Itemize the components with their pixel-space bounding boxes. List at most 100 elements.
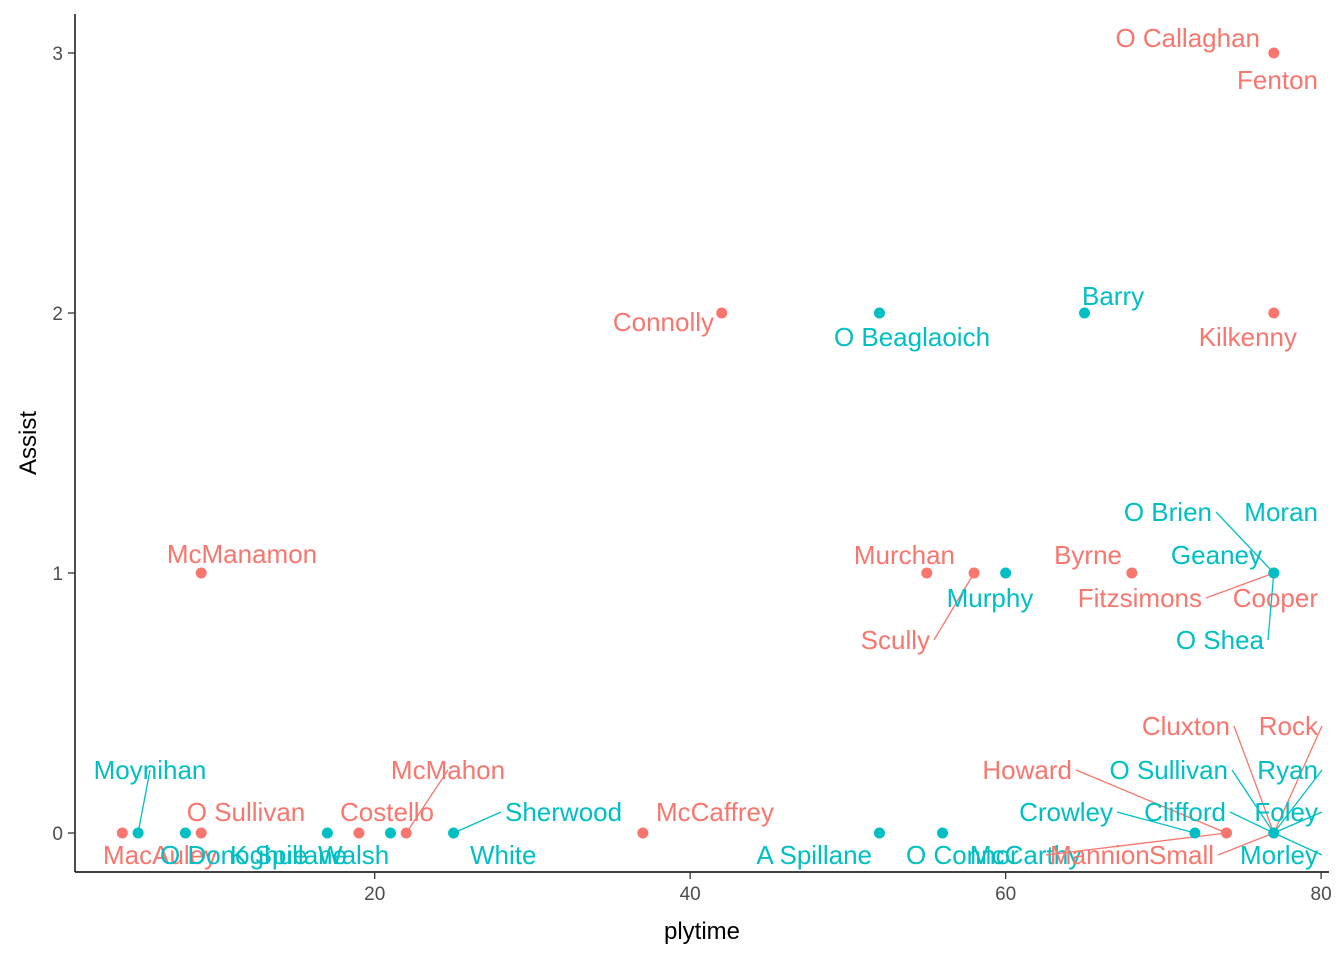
data-point [1268, 827, 1280, 839]
label-leader-line [1231, 769, 1275, 834]
point-label: Sherwood [505, 797, 622, 827]
label-leader-line [1215, 511, 1275, 574]
point-label: O Beaglaoich [834, 322, 990, 352]
data-point [921, 567, 933, 579]
point-label: Mannion [1050, 840, 1150, 870]
point-label: Geaney [1171, 540, 1262, 570]
y-tick-label: 2 [52, 304, 63, 325]
label-leader-line [1116, 811, 1196, 834]
label-leader-line [1075, 769, 1227, 834]
point-label: Small [1149, 840, 1214, 870]
point-label: Scully [861, 625, 930, 655]
data-point [1000, 567, 1012, 579]
point-label: Walsh [318, 840, 389, 870]
point-label: Cluxton [1142, 711, 1230, 741]
point-label: MacAuley [103, 840, 217, 870]
data-point [873, 307, 885, 319]
label-leader-line [1229, 811, 1275, 834]
point-label: O Sullivan [1110, 755, 1229, 785]
data-point [637, 827, 649, 839]
point-label: Barry [1082, 281, 1144, 311]
data-point [321, 827, 333, 839]
data-point [873, 827, 885, 839]
point-label: K Spillane [230, 840, 347, 870]
point-label: Costello [340, 797, 434, 827]
data-point [384, 827, 396, 839]
data-point [1079, 307, 1091, 319]
data-point [195, 567, 207, 579]
point-label: Murphy [947, 583, 1034, 613]
axis-ticks: 20 40 60 80 0 1 2 3 [52, 44, 1331, 905]
label-leader-line [1273, 725, 1323, 834]
point-label: Fenton [1237, 65, 1318, 95]
y-tick-label: 3 [52, 44, 63, 65]
point-label: Clifford [1144, 797, 1226, 827]
label-leader-line [453, 811, 502, 834]
label-leader-line [1233, 725, 1275, 834]
point-labels: O Callaghan Fenton Connolly O Beaglaoich Bar… [94, 23, 1323, 870]
x-tick-label: 60 [995, 884, 1016, 905]
point-label: A Spillane [756, 840, 872, 870]
point-label: Murchan [854, 540, 955, 570]
point-label: Crowley [1019, 797, 1113, 827]
label-leader-line [1273, 769, 1323, 834]
data-point [1268, 47, 1280, 59]
x-tick-label: 40 [680, 884, 701, 905]
label-leader-line [1217, 832, 1275, 856]
data-point [195, 827, 207, 839]
point-label: Howard [982, 755, 1072, 785]
data-point [716, 307, 728, 319]
data-point [1268, 567, 1280, 579]
point-label: O Brien [1124, 497, 1212, 527]
data-point [400, 827, 412, 839]
point-label: O Shea [1176, 625, 1265, 655]
point-label: Kilkenny [1199, 322, 1297, 352]
point-label: Foley [1254, 797, 1318, 827]
data-point [116, 827, 128, 839]
point-label: McCaffrey [656, 797, 774, 827]
label-leader-line [137, 769, 151, 834]
point-label: O Callaghan [1115, 23, 1260, 53]
point-label: White [470, 840, 536, 870]
data-point [1189, 827, 1201, 839]
point-label: O Connor [906, 840, 1019, 870]
data-point [937, 827, 949, 839]
label-leader-line [1273, 811, 1323, 834]
point-label: Connolly [613, 307, 714, 337]
label-leader-line [1205, 572, 1275, 599]
y-tick-label: 0 [52, 824, 63, 845]
point-label: Moynihan [94, 755, 207, 785]
data-points [116, 47, 1280, 839]
data-point [1220, 827, 1232, 839]
x-tick-label: 80 [1311, 884, 1332, 905]
data-point [448, 827, 460, 839]
point-label: Rock [1259, 711, 1319, 741]
data-point [1126, 567, 1138, 579]
point-label: O Sullivan [187, 797, 306, 827]
y-tick-label: 1 [52, 564, 63, 585]
data-point [132, 827, 144, 839]
y-axis-title: Assist [15, 411, 42, 475]
axes [74, 14, 1329, 873]
point-label: McCarthy [970, 840, 1081, 870]
data-point [353, 827, 365, 839]
point-label: Ryan [1257, 755, 1318, 785]
x-axis-title: plytime [664, 918, 740, 945]
label-leader-line [1273, 832, 1323, 856]
label-leader-line [933, 572, 975, 641]
data-point [968, 567, 980, 579]
point-label: Fitzsimons [1078, 583, 1202, 613]
label-leader-line [405, 769, 449, 834]
data-point [1268, 307, 1280, 319]
point-label: McManamon [167, 539, 317, 569]
point-label: Cooper [1233, 583, 1319, 613]
data-point [179, 827, 191, 839]
point-label: Moran [1244, 497, 1318, 527]
label-leader-line [1267, 572, 1275, 641]
point-label: McMahon [391, 755, 505, 785]
x-tick-label: 20 [364, 884, 385, 905]
point-label: Morley [1240, 840, 1318, 870]
point-label: Byrne [1054, 540, 1122, 570]
point-label: O Donoghue [160, 840, 307, 870]
